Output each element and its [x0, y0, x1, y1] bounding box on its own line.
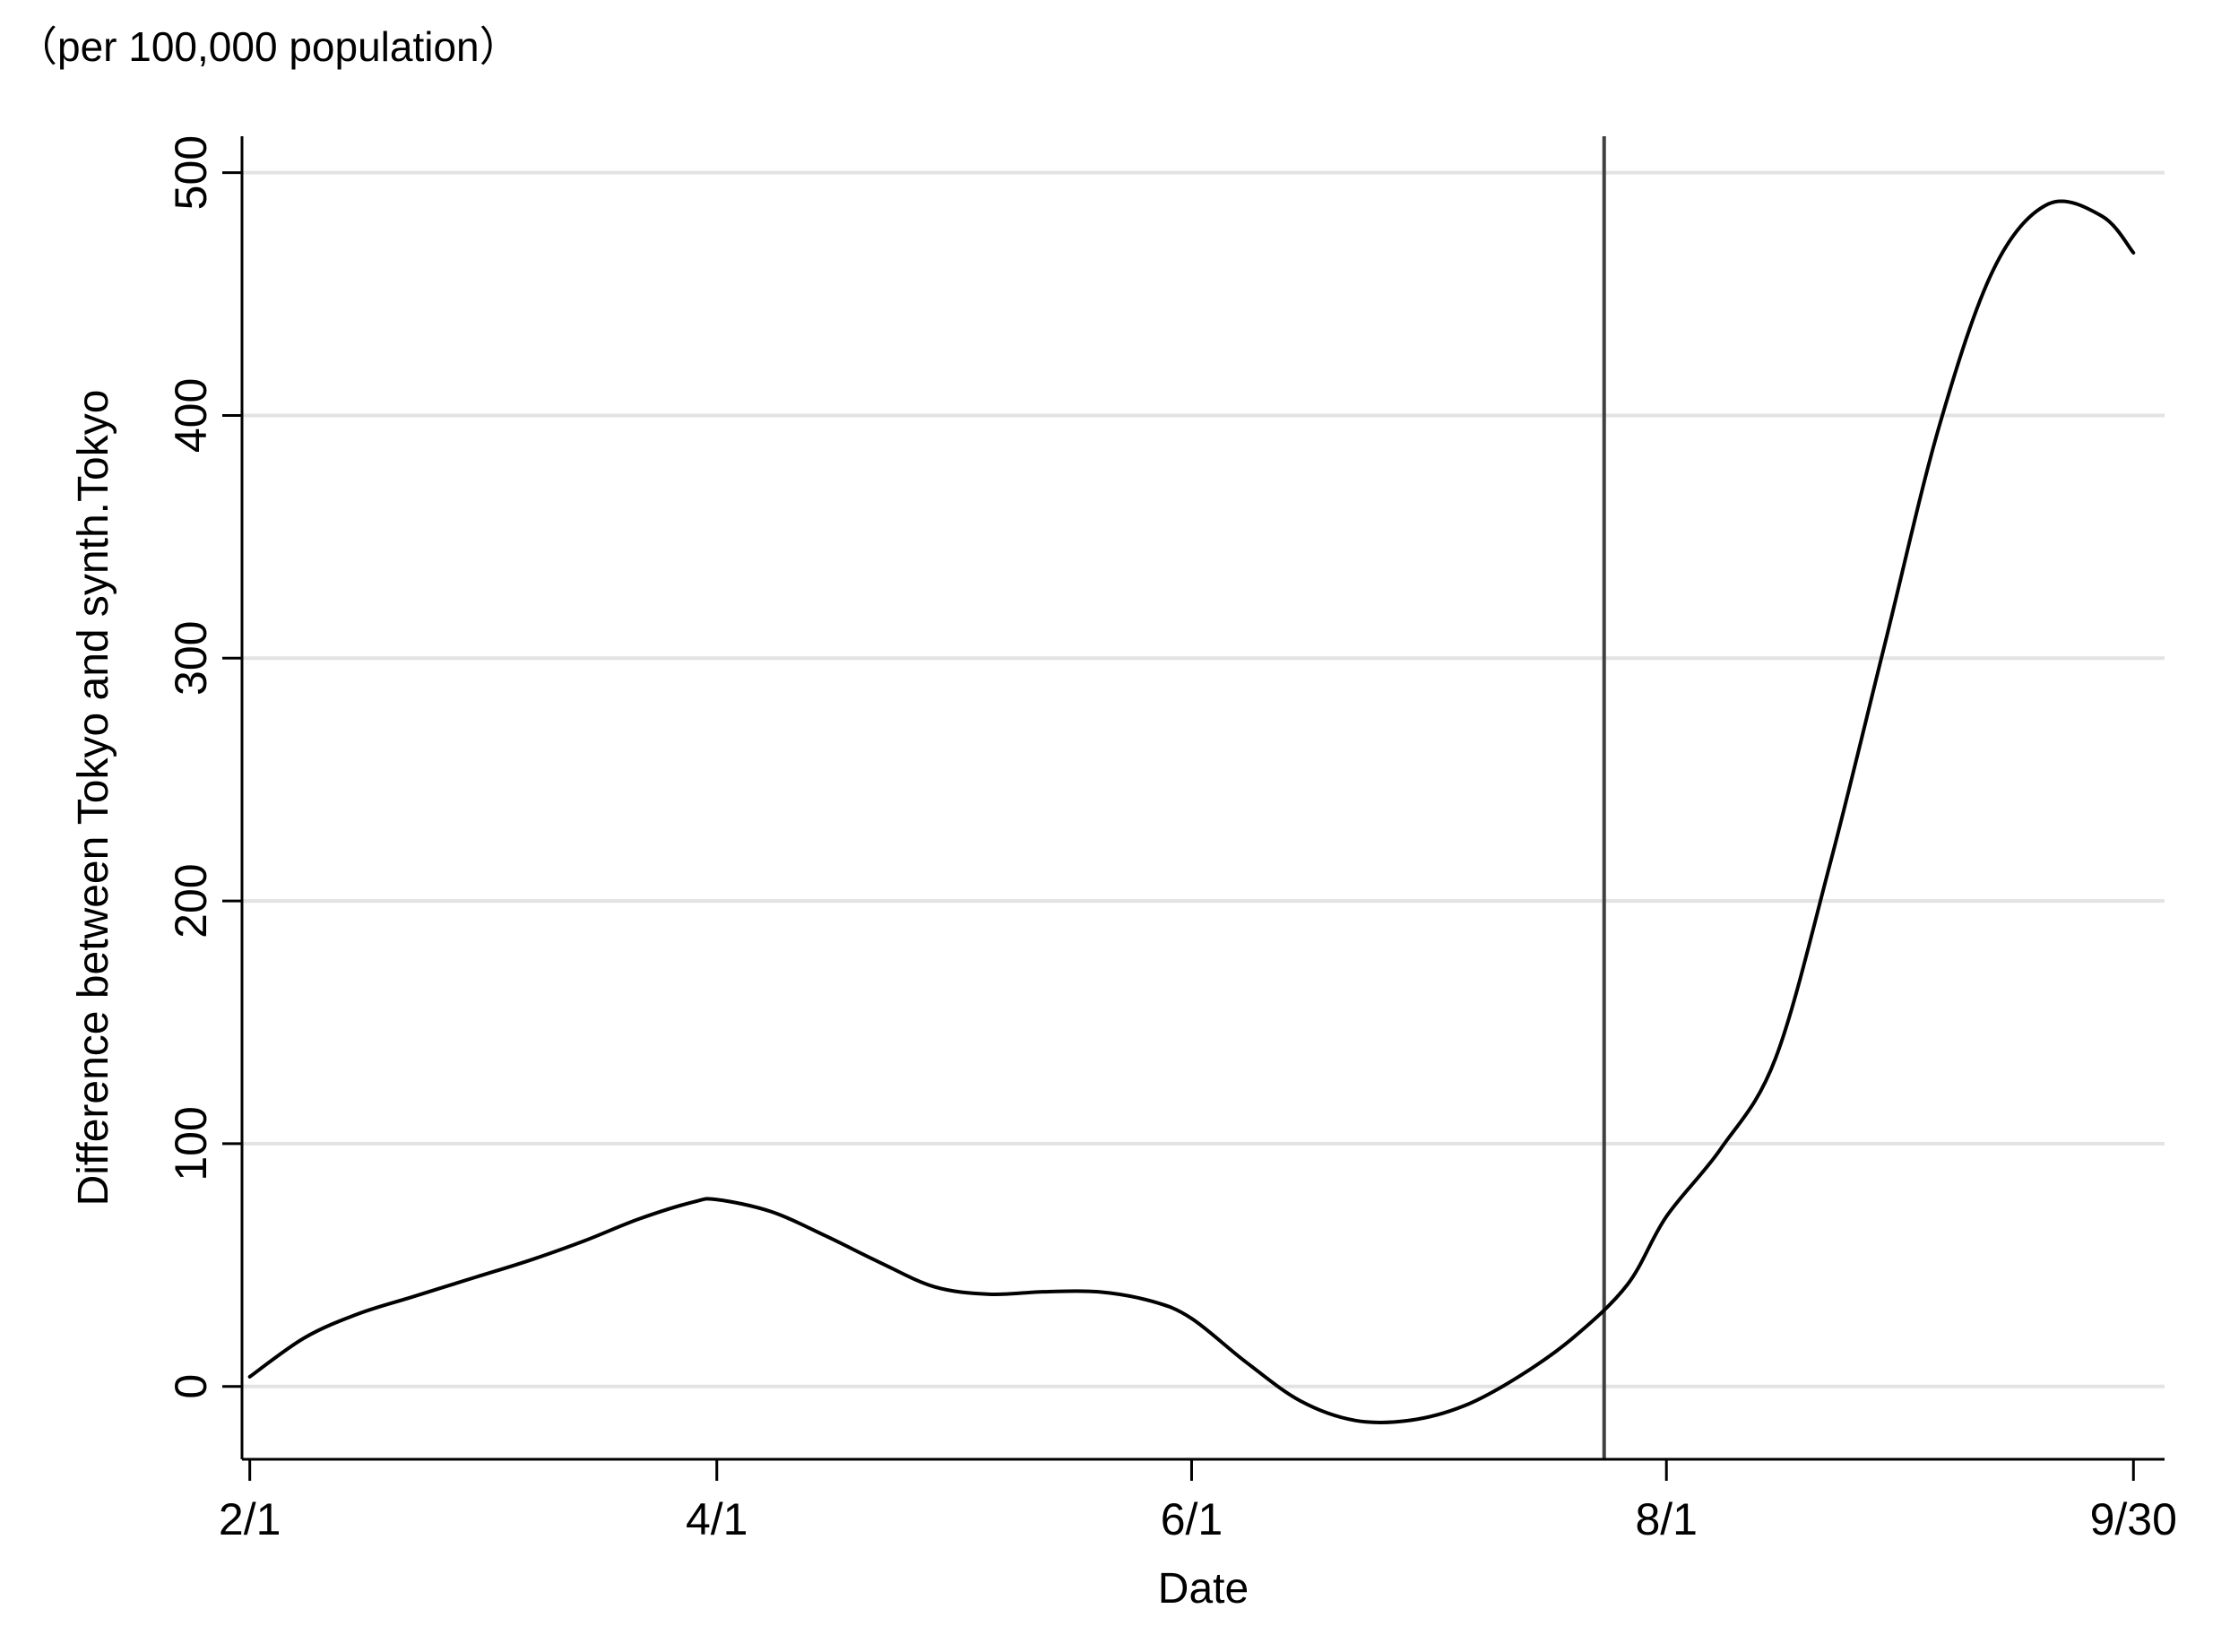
chart-note: （per 100,000 population）	[16, 23, 521, 70]
y-axis-label: Difference between Tokyo and synth.Tokyo	[70, 390, 117, 1207]
x-axis-ticks: 2/1 4/1 6/1 8/1 9/30	[219, 1459, 2177, 1544]
x-tick-label: 6/1	[1161, 1494, 1223, 1544]
x-tick-label: 2/1	[219, 1494, 281, 1544]
x-tick-label: 4/1	[686, 1494, 748, 1544]
x-axis-label: Date	[1158, 1565, 1249, 1613]
y-tick-label: 300	[166, 621, 216, 696]
x-tick-label: 8/1	[1635, 1494, 1698, 1544]
y-tick-label: 200	[166, 863, 216, 938]
x-tick-label: 9/30	[2090, 1494, 2177, 1544]
axes	[240, 136, 2165, 1461]
y-axis-ticks: 0 100 200 300 400 500	[166, 135, 242, 1399]
y-tick-label: 0	[166, 1374, 216, 1399]
y-tick-label: 100	[166, 1106, 216, 1181]
series-line	[247, 199, 2136, 1425]
gridlines	[242, 170, 2165, 1388]
y-tick-label: 500	[166, 135, 216, 210]
y-tick-label: 400	[166, 378, 216, 453]
